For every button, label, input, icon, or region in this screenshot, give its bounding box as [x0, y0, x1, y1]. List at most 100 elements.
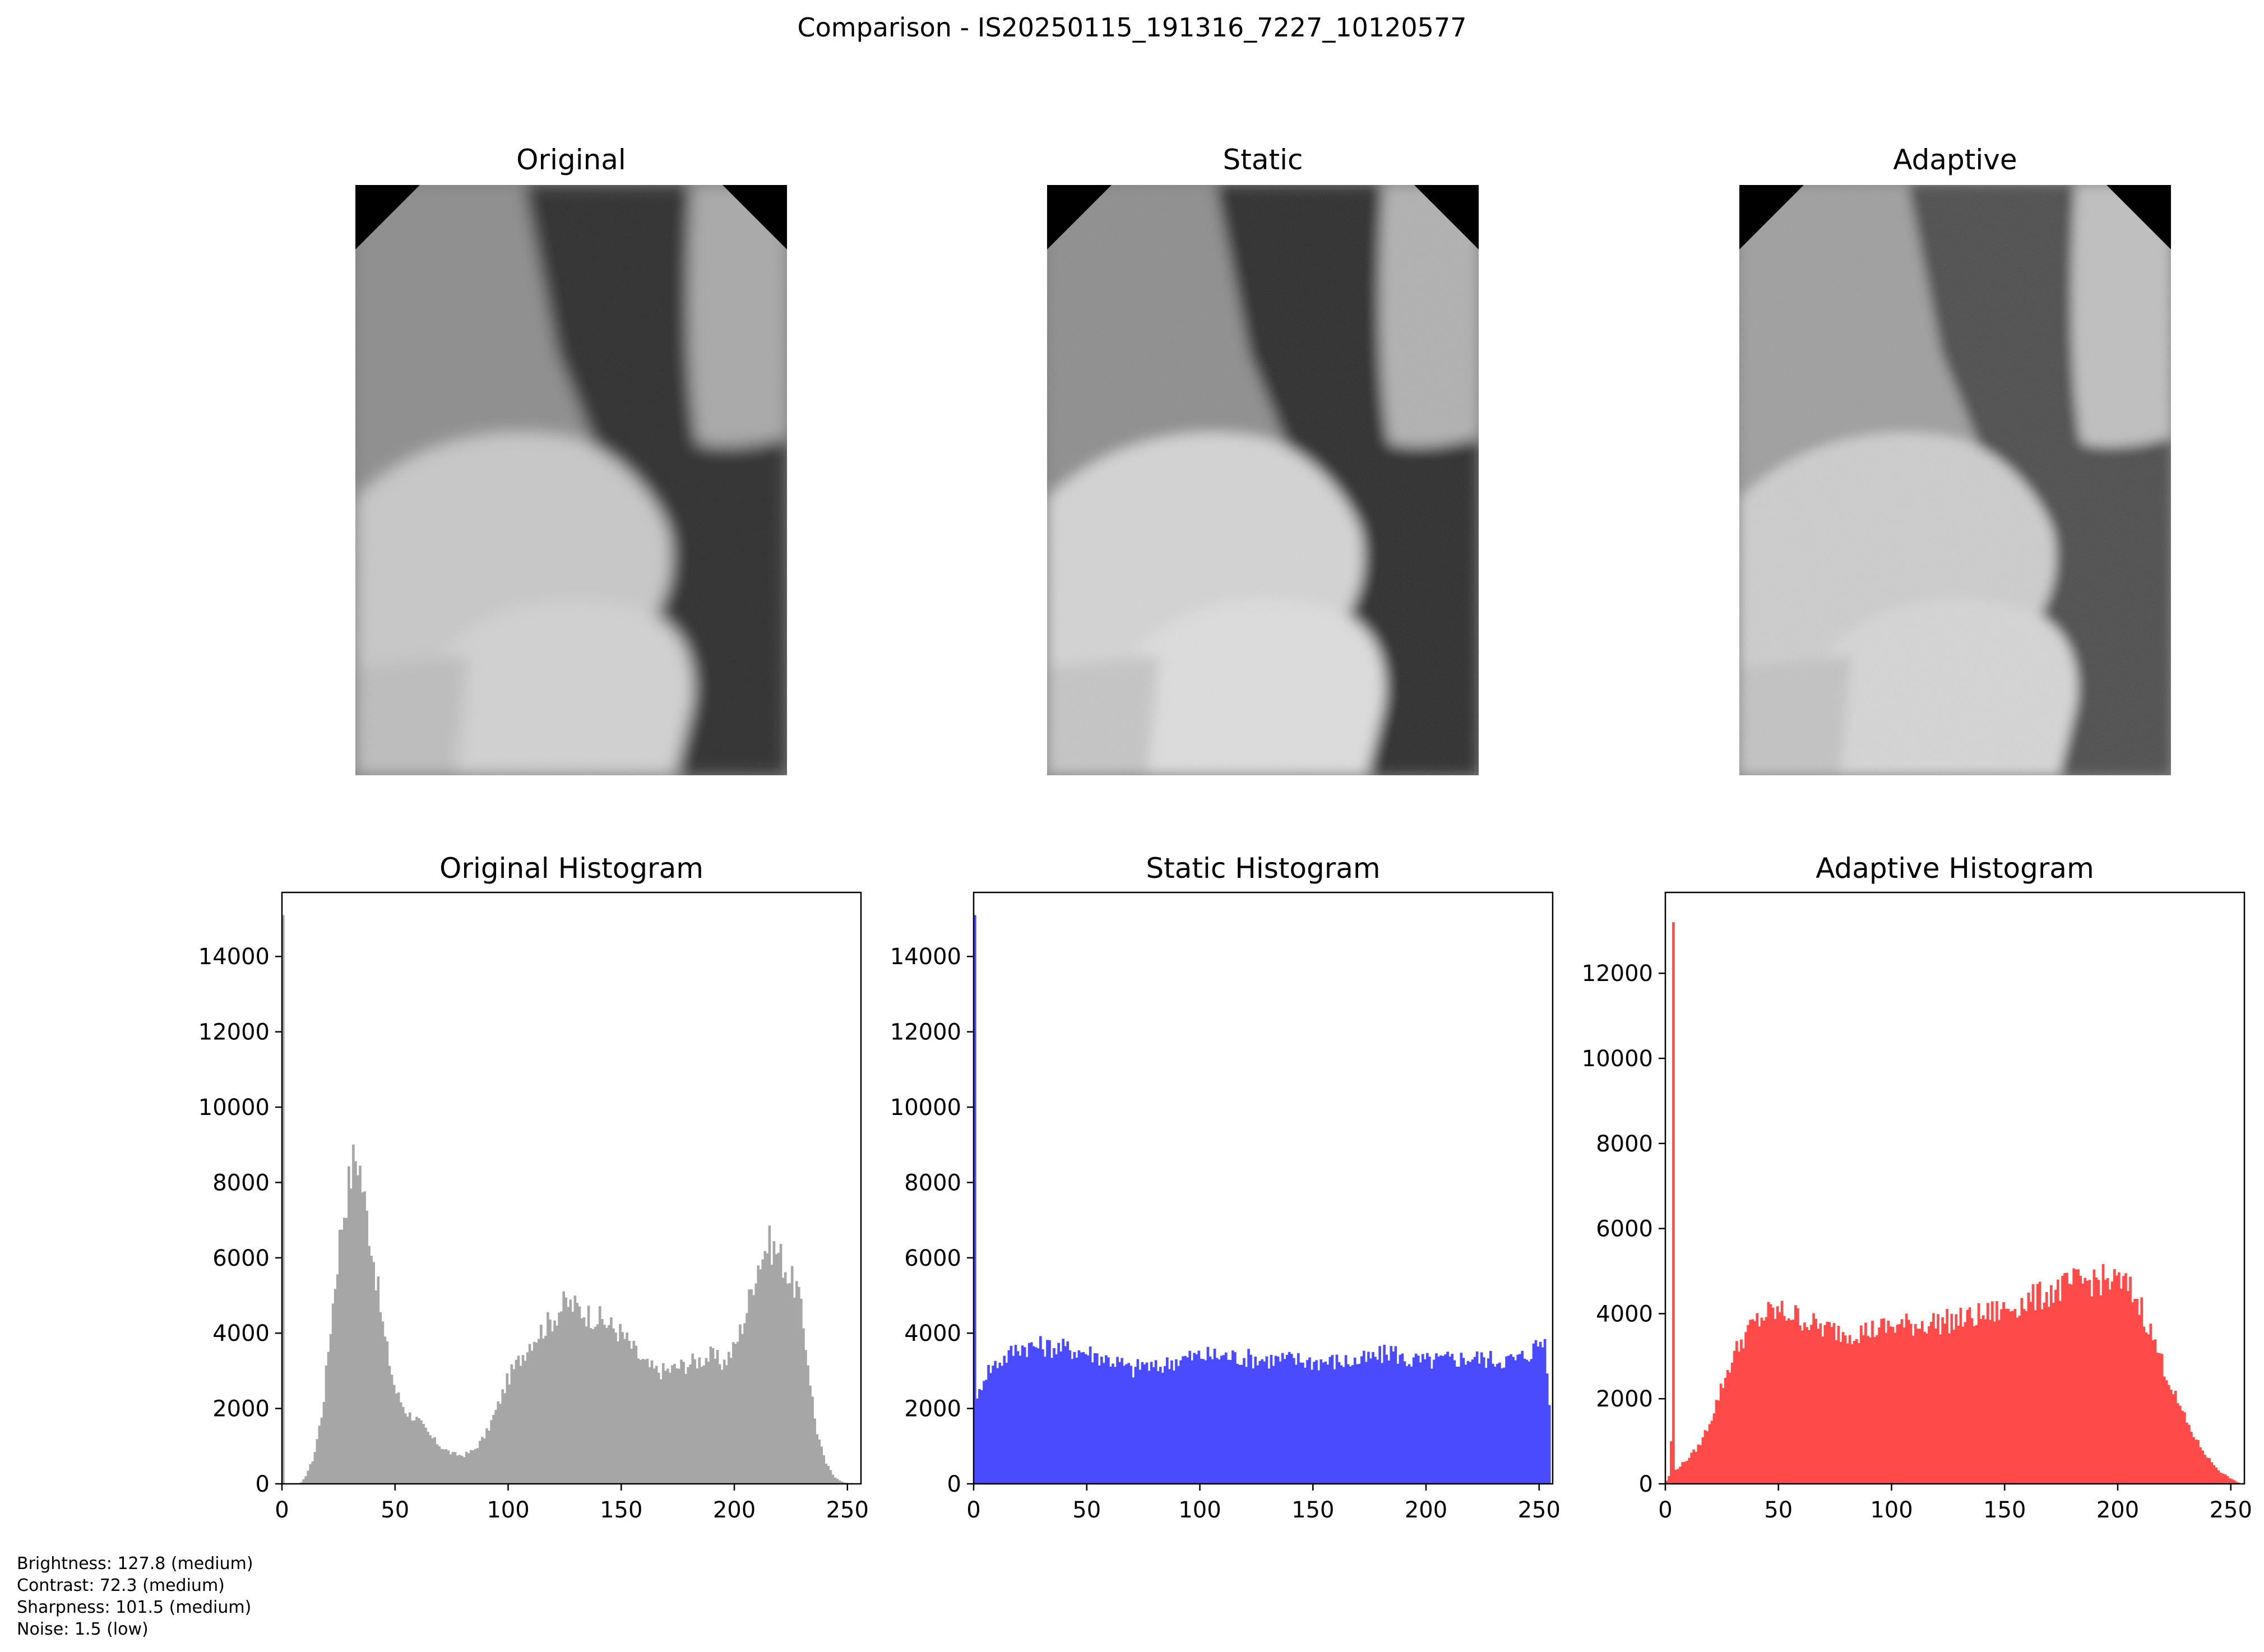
- hist-bar: [1677, 1469, 1679, 1484]
- hist-bar: [1290, 1354, 1293, 1484]
- hist-bar: [1984, 1319, 1987, 1484]
- hist-bar: [1272, 1366, 1275, 1484]
- hist-bar: [1018, 1355, 1022, 1484]
- hist-bar: [666, 1368, 669, 1484]
- hist-bar: [1147, 1371, 1151, 1484]
- hist-bar: [462, 1457, 466, 1484]
- histogram-charts: 0 50 100 150 200 2500200040006000800010000120…: [198, 891, 2252, 1523]
- hist-bar: [1797, 1308, 1799, 1484]
- hist-bar: [1545, 1373, 1549, 1484]
- hist-bar: [2113, 1269, 2116, 1484]
- hist-bar: [998, 1362, 1002, 1484]
- hist-bar: [1367, 1352, 1370, 1484]
- hist-bar: [1229, 1360, 1232, 1484]
- hist-bar: [318, 1426, 321, 1484]
- hist-bar: [1351, 1365, 1354, 1484]
- hist-bar: [368, 1246, 371, 1484]
- hist-bar: [2129, 1276, 2132, 1484]
- hist-bar: [1975, 1325, 1978, 1484]
- hist-bar: [1156, 1371, 1160, 1484]
- hist-bar: [1109, 1366, 1112, 1484]
- hist-bar: [469, 1450, 473, 1484]
- hist-bar: [567, 1307, 570, 1484]
- hist-bar: [1238, 1364, 1241, 1484]
- hist-bar: [1507, 1355, 1510, 1484]
- x-tick-label: 250: [2210, 1497, 2252, 1523]
- hist-bar: [734, 1344, 737, 1484]
- hist-bar: [1086, 1355, 1090, 1484]
- metrics-text: Brightness: 127.8 (medium) Contrast: 72.…: [17, 1553, 253, 1640]
- hist-bar: [549, 1319, 552, 1484]
- hist-bar: [1907, 1320, 1910, 1484]
- hist-bar: [754, 1283, 757, 1484]
- plot-frame: [973, 891, 1554, 1485]
- hist-bar: [2004, 1308, 2007, 1484]
- hist-bar: [1261, 1359, 1264, 1484]
- x-tick-label: 100: [1178, 1497, 1221, 1523]
- hist-bar: [322, 1402, 326, 1484]
- hist-bar: [732, 1342, 735, 1484]
- hist-bar: [798, 1287, 800, 1484]
- hist-bar: [2120, 1288, 2123, 1484]
- hist-bar: [827, 1465, 830, 1484]
- hist-bar: [1358, 1363, 1361, 1484]
- plot-frame: [281, 891, 862, 1485]
- hist-bar: [1297, 1353, 1300, 1484]
- hist-bar: [578, 1306, 581, 1484]
- hist-bar: [1138, 1369, 1142, 1484]
- hist-bar: [2197, 1440, 2200, 1484]
- hist-bar: [1279, 1361, 1282, 1484]
- hist-bar: [1706, 1431, 1709, 1484]
- hist-bar: [831, 1474, 835, 1484]
- hist-bar: [1957, 1326, 1960, 1484]
- hist-bar: [1905, 1313, 1908, 1484]
- hist-bar: [1075, 1357, 1078, 1484]
- hist-bar: [2133, 1298, 2136, 1484]
- hist-bar: [680, 1359, 683, 1484]
- hist-bar: [1762, 1320, 1766, 1484]
- histogram-static: 0 50 100 150 200 250 0 2000 4000 6000 8000 10000 120…: [890, 891, 1561, 1523]
- y-tick-label: 8000: [1596, 1131, 1653, 1157]
- hist-bar: [354, 1161, 357, 1484]
- hist-bar: [2070, 1284, 2073, 1484]
- hist-bar: [345, 1218, 348, 1484]
- hist-bar: [2174, 1390, 2177, 1484]
- hist-bar: [2054, 1289, 2057, 1484]
- hist-bar: [474, 1449, 477, 1484]
- hist-bar: [802, 1328, 805, 1484]
- hist-bar: [2029, 1302, 2032, 1484]
- hist-bar: [1381, 1363, 1383, 1484]
- hist-bar: [1363, 1350, 1365, 1484]
- hist-bar: [1530, 1359, 1533, 1484]
- hist-bar: [1025, 1357, 1029, 1484]
- hist-bar: [1747, 1325, 1749, 1484]
- hist-bar: [338, 1229, 341, 1484]
- hist-bar: [1285, 1354, 1289, 1484]
- hist-bar: [2151, 1340, 2155, 1484]
- hist-bar: [994, 1361, 997, 1484]
- hist-bar: [720, 1369, 724, 1484]
- hist-bar: [2009, 1311, 2012, 1484]
- hist-bar: [2007, 1308, 2010, 1484]
- hist-bar: [1731, 1362, 1734, 1484]
- hist-bar: [1973, 1326, 1976, 1484]
- x-tick-label: 0: [1658, 1497, 1672, 1523]
- hist-bar: [605, 1327, 608, 1484]
- hist-bar: [300, 1482, 303, 1484]
- hist-bar: [1326, 1364, 1330, 1484]
- hist-bar: [524, 1361, 527, 1484]
- hist-bar: [1769, 1304, 1772, 1484]
- hist-bar: [1855, 1339, 1858, 1484]
- hist-bar: [1860, 1325, 1863, 1484]
- hist-bar: [987, 1364, 990, 1484]
- x-tick-label: 100: [1870, 1497, 1913, 1523]
- hist-bar: [1885, 1332, 1888, 1484]
- hist-bar: [383, 1336, 387, 1484]
- hist-bar: [483, 1438, 486, 1484]
- hist-bar: [1928, 1326, 1930, 1484]
- hist-bar: [1193, 1353, 1196, 1484]
- hist-bar: [1340, 1365, 1343, 1484]
- hist-bar: [331, 1303, 335, 1484]
- hist-bar: [1324, 1361, 1327, 1484]
- hist-bar: [1071, 1359, 1074, 1484]
